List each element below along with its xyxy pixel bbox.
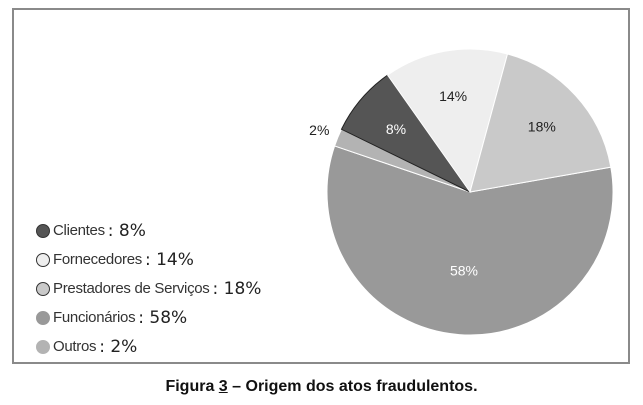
legend-value: : 14% (144, 249, 194, 270)
pie-chart: 58% 2% 8% 14% 18% (309, 48, 614, 336)
data-label: 14% (439, 88, 467, 104)
legend-label: Fornecedores (53, 251, 142, 268)
pie-slice-prestadores-de-servi-os (469, 53, 612, 193)
legend-item: Clientes: 8% (36, 216, 261, 245)
data-label: 18% (528, 118, 556, 134)
data-label: 2% (309, 122, 329, 138)
legend-item: Prestadores de Serviços: 18% (36, 274, 261, 303)
data-label: 58% (450, 262, 478, 278)
legend-swatch-icon (36, 310, 50, 325)
legend-label: Outros (53, 338, 97, 355)
legend-label: Prestadores de Serviços (53, 280, 210, 297)
pie-slice-fornecedores (386, 48, 509, 194)
chart-frame: 58% 2% 8% 14% 18% Clientes: 8% Fornecedores: … (12, 8, 630, 364)
legend-item: Outros: 2% (36, 332, 261, 361)
legend-value: : 2% (99, 336, 138, 357)
legend-value: : 58% (138, 307, 188, 328)
legend-label: Clientes (53, 222, 105, 239)
legend-value: : 18% (212, 278, 262, 299)
data-label: 8% (386, 121, 406, 137)
legend-item: Fornecedores: 14% (36, 245, 261, 274)
legend-swatch-icon (36, 339, 50, 354)
legend-swatch-icon (36, 223, 50, 238)
legend-value: : 8% (107, 220, 146, 241)
legend-item: Funcionários: 58% (36, 303, 261, 332)
legend: Clientes: 8% Fornecedores: 14% Prestadores… (36, 216, 261, 361)
legend-swatch-icon (36, 281, 50, 296)
legend-swatch-icon (36, 252, 50, 267)
legend-label: Funcionários (53, 309, 136, 326)
pie-slice-funcion-rios (326, 145, 614, 336)
figure-caption: Figura 3 – Origem dos atos fraudulentos. (165, 378, 478, 395)
